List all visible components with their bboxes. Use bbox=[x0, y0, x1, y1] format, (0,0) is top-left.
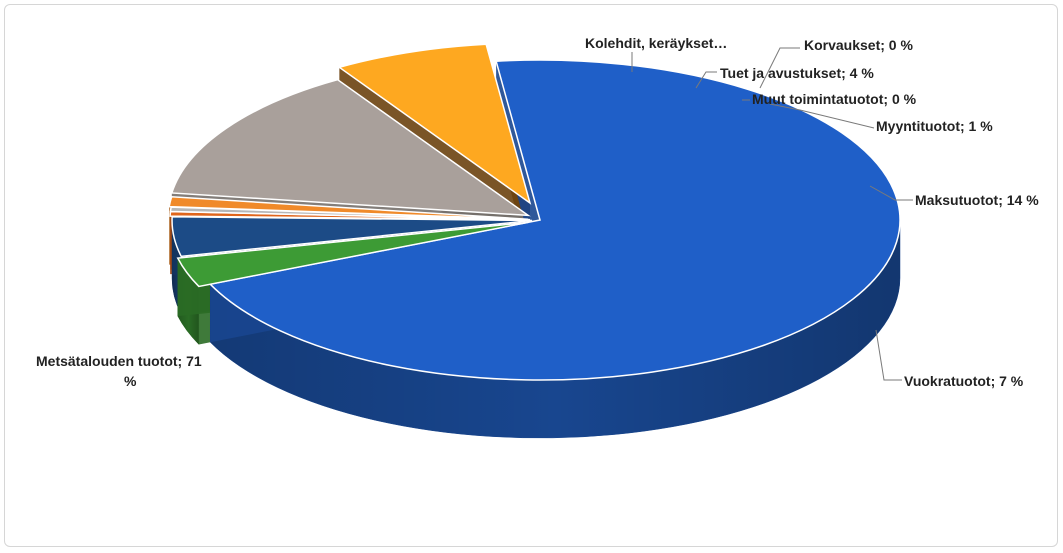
slice-wall-shade-0 bbox=[210, 220, 901, 438]
leader-line-2 bbox=[695, 71, 717, 89]
leader-line-4 bbox=[769, 103, 875, 129]
leader-line-5 bbox=[869, 185, 913, 201]
slice-top-vuokratuotot bbox=[337, 43, 532, 205]
slice-top-metsätalouden-tuotot bbox=[208, 59, 901, 381]
label-metsatalous-line1: Metsätalouden tuotot bbox=[36, 353, 178, 369]
slice-top-maksutuotot bbox=[170, 78, 531, 217]
label-metsatalous-line2: % bbox=[124, 373, 137, 389]
label-kolehdit: Kolehdit, keräykset… bbox=[585, 35, 727, 51]
label-korvaukset: Korvaukset; 0 % bbox=[804, 37, 913, 53]
label-myyntituotot: Myyntituotot; 1 % bbox=[876, 118, 993, 134]
label-tuet: Tuet ja avustukset; 4 % bbox=[720, 65, 874, 81]
label-maksutuotot: Maksutuotot; 14 % bbox=[915, 192, 1039, 208]
leader-line-1 bbox=[759, 47, 800, 89]
slice-top-kolehdit-keräykset bbox=[176, 221, 529, 288]
label-metsatalous-line1-value: ; 71 bbox=[178, 353, 202, 369]
label-vuokratuotot: Vuokratuotot; 7 % bbox=[904, 373, 1024, 389]
slice-top-myyntituotot bbox=[168, 195, 529, 220]
label-metsatalous: Metsätalouden tuotot; 71 % bbox=[36, 353, 206, 389]
label-muut: Muut toimintatuotot; 0 % bbox=[752, 91, 917, 107]
leader-line-6 bbox=[875, 329, 902, 381]
